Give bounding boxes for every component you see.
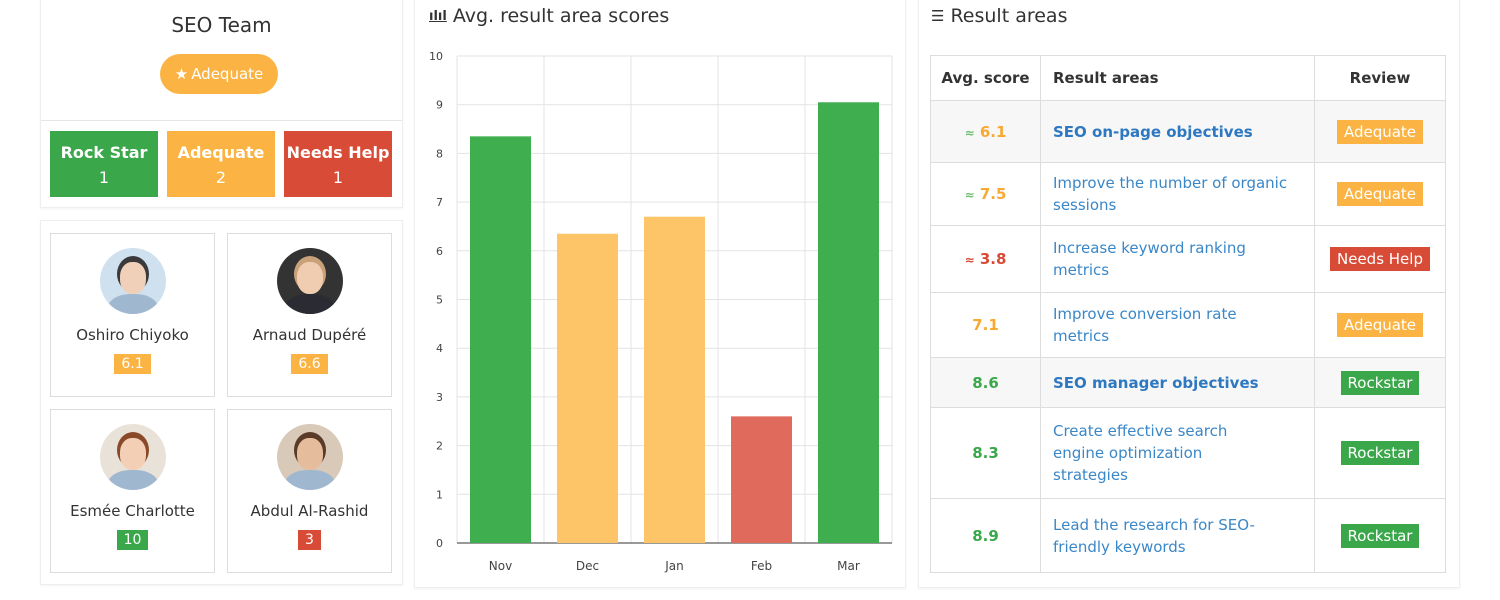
status-label: Needs Help — [286, 143, 390, 162]
member-score-badge: 3 — [298, 530, 321, 550]
team-rating-badge: ★ Adequate — [160, 54, 278, 94]
table-row: ≈ 3.8 Increase keyword ranking metrics N… — [930, 225, 1446, 293]
chart-title: ılıl Avg. result area scores — [429, 5, 670, 27]
trend-up-icon: ≈ — [964, 125, 975, 140]
table-group-row: ≈ 6.1 SEO on-page objectives Adequate — [930, 100, 1446, 163]
review-cell: Rockstar — [1314, 407, 1446, 499]
result-area-link[interactable]: Create effective search engine optimizat… — [1040, 407, 1315, 499]
header-avg-score[interactable]: Avg. score — [930, 55, 1041, 101]
status-label: Rock Star — [60, 143, 148, 162]
avatar — [99, 248, 166, 314]
table-row: 7.1 Improve conversion rate metrics Adeq… — [930, 292, 1446, 358]
avg-score-cell: 8.3 — [930, 407, 1041, 499]
result-area-link[interactable]: SEO on-page objectives — [1040, 100, 1315, 163]
review-badge: Adequate — [1336, 119, 1424, 144]
review-badge: Rockstar — [1340, 523, 1420, 548]
sliders-icon: ☰ — [931, 7, 945, 25]
status-count: 1 — [98, 168, 110, 187]
review-cell: Adequate — [1314, 162, 1446, 226]
team-member-card[interactable]: Abdul Al-Rashid 3 — [227, 409, 392, 573]
avatar — [99, 424, 166, 490]
result-area-link[interactable]: Improve the number of organic sessions — [1040, 162, 1315, 226]
status-count-2[interactable]: Needs Help 1 — [284, 131, 392, 197]
avg-score-cell: ≈ 3.8 — [930, 225, 1041, 293]
header-result-areas[interactable]: Result areas — [1040, 55, 1315, 101]
trend-up-icon: ≈ — [964, 188, 975, 202]
member-score-badge: 10 — [116, 530, 149, 550]
team-title: SEO Team — [171, 13, 272, 37]
avg-score-cell: ≈ 6.1 — [930, 100, 1041, 163]
status-count: 2 — [215, 168, 227, 187]
avg-score-cell: 8.9 — [930, 498, 1041, 573]
avg-score-cell: ≈ 7.5 — [930, 162, 1041, 226]
review-cell: Rockstar — [1314, 498, 1446, 573]
result-areas-title: ☰ Result areas — [931, 5, 1068, 27]
table-header: Avg. score Result areas Review — [930, 55, 1446, 101]
member-score-badge: 6.1 — [114, 354, 151, 374]
status-count-1[interactable]: Adequate 2 — [167, 131, 275, 197]
result-areas-table: Avg. score Result areas Review ≈ 6.1 SEO… — [930, 55, 1446, 573]
member-score-badge: 6.6 — [291, 354, 328, 374]
team-member-card[interactable]: Oshiro Chiyoko 6.1 — [50, 233, 215, 397]
review-cell: Rockstar — [1314, 357, 1446, 408]
avg-score-cell: 8.6 — [930, 357, 1041, 408]
avatar — [276, 424, 343, 490]
review-badge: Rockstar — [1340, 370, 1420, 395]
table-row: ≈ 7.5 Improve the number of organic sess… — [930, 162, 1446, 226]
chart-panel: ılıl Avg. result area scores — [414, 0, 906, 588]
review-badge: Rockstar — [1340, 441, 1420, 465]
review-badge: Adequate — [1336, 182, 1424, 206]
status-count-0[interactable]: Rock Star 1 — [50, 131, 158, 197]
trend-down-icon: ≈ — [964, 253, 975, 267]
avatar — [276, 248, 343, 314]
header-review[interactable]: Review — [1314, 55, 1446, 101]
member-name: Arnaud Dupéré — [252, 326, 367, 344]
avg-score-cell: 7.1 — [930, 292, 1041, 358]
review-badge: Needs Help — [1330, 247, 1430, 271]
member-name: Abdul Al-Rashid — [250, 502, 369, 520]
star-icon: ★ — [174, 65, 189, 83]
review-cell: Adequate — [1314, 292, 1446, 358]
table-group-row: 8.6 SEO manager objectives Rockstar — [930, 357, 1446, 408]
status-label: Adequate — [177, 143, 265, 162]
table-row: 8.3 Create effective search engine optim… — [930, 407, 1446, 499]
result-area-link[interactable]: Improve conversion rate metrics — [1040, 292, 1315, 358]
review-cell: Needs Help — [1314, 225, 1446, 293]
result-area-link[interactable]: SEO manager objectives — [1040, 357, 1315, 408]
review-cell: Adequate — [1314, 100, 1446, 163]
team-member-card[interactable]: Arnaud Dupéré 6.6 — [227, 233, 392, 397]
result-area-link[interactable]: Lead the research for SEO-friendly keywo… — [1040, 498, 1315, 573]
review-badge: Adequate — [1336, 313, 1424, 337]
status-count: 1 — [332, 168, 344, 187]
bar-chart-icon: ılıl — [429, 8, 447, 24]
member-name: Oshiro Chiyoko — [76, 326, 189, 344]
divider — [41, 120, 402, 121]
member-name: Esmée Charlotte — [70, 502, 195, 520]
result-area-link[interactable]: Increase keyword ranking metrics — [1040, 225, 1315, 293]
table-row: 8.9 Lead the research for SEO-friendly k… — [930, 498, 1446, 573]
team-member-card[interactable]: Esmée Charlotte 10 — [50, 409, 215, 573]
